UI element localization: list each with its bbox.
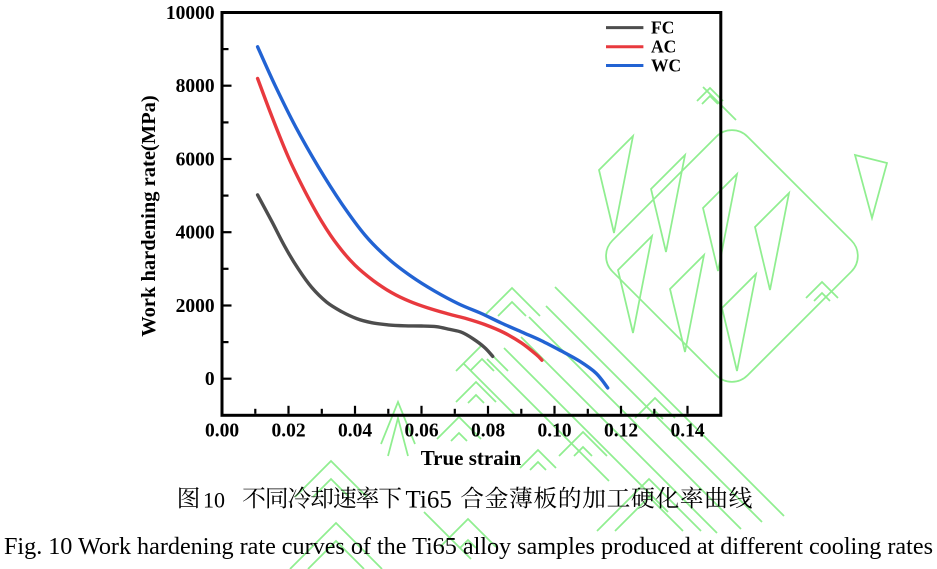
svg-text:Fig. 10 Work hardening rate cu: Fig. 10 Work hardening rate curves of th…	[4, 533, 933, 560]
svg-text:FC: FC	[651, 17, 674, 37]
svg-text:0.12: 0.12	[604, 421, 638, 442]
svg-text:0.14: 0.14	[670, 421, 704, 442]
svg-text:Work hardening rate(MPa): Work hardening rate(MPa)	[138, 95, 160, 336]
svg-text:4000: 4000	[176, 223, 215, 244]
svg-text:0.00: 0.00	[205, 421, 239, 442]
svg-text:0.08: 0.08	[471, 421, 505, 442]
svg-text:0.06: 0.06	[404, 421, 438, 442]
svg-text:10: 10	[203, 488, 225, 513]
svg-text:True strain: True strain	[421, 446, 522, 470]
svg-text:0.10: 0.10	[537, 421, 571, 442]
svg-text:0.04: 0.04	[338, 421, 372, 442]
svg-text:0.02: 0.02	[271, 421, 305, 442]
svg-text:Ti65: Ti65	[406, 487, 452, 514]
svg-text:2000: 2000	[176, 296, 215, 317]
svg-text:WC: WC	[651, 55, 681, 75]
svg-text:8000: 8000	[176, 76, 215, 97]
svg-text:AC: AC	[651, 37, 676, 57]
svg-text:10000: 10000	[166, 3, 215, 24]
svg-text:0: 0	[205, 369, 215, 390]
svg-text:6000: 6000	[176, 150, 215, 171]
